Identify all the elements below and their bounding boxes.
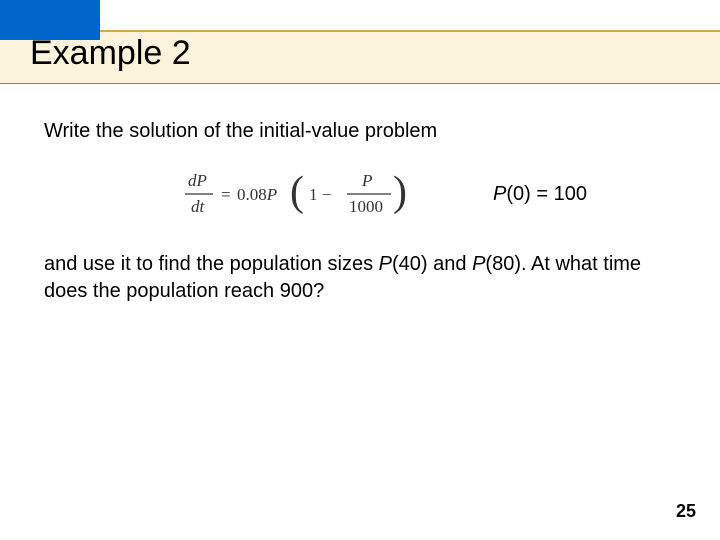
initial-condition-var: P	[493, 183, 506, 205]
body-paragraph: and use it to find the population sizes …	[44, 251, 664, 305]
svg-text:=: =	[221, 185, 231, 204]
slide-content: Write the solution of the initial-value …	[0, 92, 720, 305]
body-text-1: and use it to find the population sizes	[44, 253, 379, 275]
body-p80-arg: (80)	[485, 253, 521, 275]
svg-text:(: (	[290, 169, 304, 215]
differential-equation: dP dt = 0.08P ( 1 − P 1000 )	[177, 167, 423, 221]
svg-text:): )	[393, 169, 407, 215]
initial-condition: P(0) = 100	[493, 183, 587, 206]
svg-text:P: P	[361, 171, 372, 190]
body-p40-arg: (40)	[392, 253, 428, 275]
body-p80-var: P	[472, 253, 485, 275]
svg-text:0.08P: 0.08P	[237, 185, 277, 204]
svg-text:1 −: 1 −	[309, 185, 331, 204]
body-p40-var: P	[379, 253, 392, 275]
svg-text:dt: dt	[191, 197, 206, 216]
svg-text:1000: 1000	[349, 197, 383, 216]
slide-header: Example 2	[0, 0, 720, 92]
slide-title: Example 2	[30, 34, 191, 73]
page-number: 25	[676, 501, 696, 522]
intro-text: Write the solution of the initial-value …	[44, 120, 680, 143]
svg-text:dP: dP	[188, 171, 207, 190]
initial-condition-value: (0) = 100	[506, 183, 587, 205]
equation-row: dP dt = 0.08P ( 1 − P 1000 ) P(0) = 100	[44, 167, 680, 221]
body-and: and	[428, 253, 472, 275]
